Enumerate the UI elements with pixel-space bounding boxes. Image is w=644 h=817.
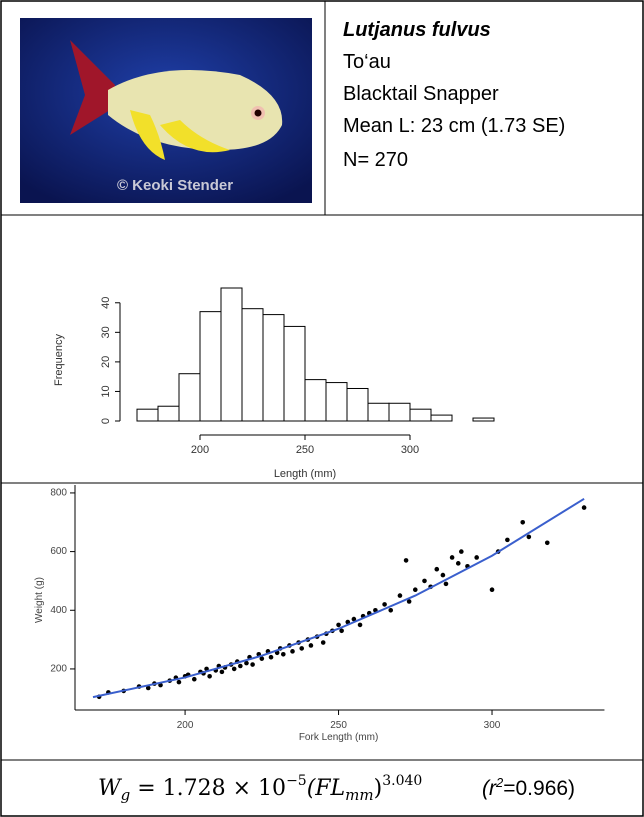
fit-line: [92, 497, 585, 699]
data-point: [145, 685, 151, 691]
photo-credit: © Keoki Stender: [117, 177, 233, 194]
bar: [241, 308, 264, 422]
sample-size: N= 270: [343, 149, 408, 171]
data-point: [336, 622, 341, 628]
data-point: [455, 561, 461, 566]
y-tick-label: 400: [50, 605, 67, 616]
data-point: [406, 599, 412, 604]
data-point: [191, 676, 197, 682]
local-name: To‘au: [343, 51, 391, 73]
formula-part: −5: [286, 773, 307, 789]
species-name: Lutjanus fulvus: [343, 19, 491, 41]
data-point: [474, 555, 479, 560]
bar: [199, 311, 222, 422]
data-point: [290, 649, 295, 654]
x-tick-label: 250: [330, 720, 347, 731]
data-point: [397, 593, 403, 598]
formula-part: W: [98, 776, 123, 801]
y-axis-label: Weight (g): [34, 577, 45, 623]
data-point: [520, 519, 526, 525]
y-tick-label: 600: [50, 546, 67, 557]
formula-part: 3.040: [382, 773, 422, 789]
formula-part: (r: [482, 777, 497, 800]
bar: [304, 379, 327, 422]
data-point: [505, 537, 510, 543]
data-point: [412, 587, 418, 593]
mean-length: Mean L: 23 cm (1.73 SE): [343, 115, 565, 137]
x-tick-label: 300: [484, 720, 501, 731]
y-tick-label: 40: [100, 297, 112, 309]
data-point: [526, 534, 532, 540]
formula-part: = 1.728 × 10: [130, 776, 286, 801]
y-tick-label: 800: [50, 488, 67, 499]
data-point: [459, 549, 464, 554]
data-point: [351, 616, 357, 622]
data-point: [308, 643, 314, 648]
data-point: [250, 662, 255, 667]
data-point: [299, 646, 305, 651]
data-point: [238, 663, 243, 669]
bar: [157, 405, 180, 422]
y-tick-label: 200: [50, 664, 67, 675]
bar: [178, 373, 201, 422]
formula: Wg = 1.728 × 10−5(FLmm)3.040: [98, 773, 422, 804]
y-tick-label: 20: [100, 356, 112, 368]
data-point: [219, 669, 225, 675]
data-point: [440, 572, 446, 578]
data-point: [268, 654, 274, 660]
data-point: [382, 602, 387, 607]
data-point: [207, 673, 212, 679]
common-name: Blacktail Snapper: [343, 83, 499, 105]
y-tick-label: 0: [100, 418, 112, 424]
bar: [346, 387, 369, 422]
x-tick-label: 250: [296, 444, 314, 456]
data-point: [489, 587, 495, 593]
data-point: [443, 581, 449, 587]
formula-part: ): [374, 776, 383, 801]
y-tick-label: 10: [100, 385, 112, 397]
data-point: [449, 555, 455, 560]
bar: [472, 417, 495, 422]
y-tick-label: 30: [100, 326, 112, 338]
bar: [136, 408, 159, 422]
bar: [220, 287, 243, 422]
data-point: [176, 679, 182, 685]
formula-part: mm: [345, 786, 373, 804]
data-point: [581, 505, 587, 510]
data-point: [544, 540, 550, 546]
data-point: [259, 656, 265, 661]
formula-part: =0.966): [503, 777, 575, 800]
bar: [367, 402, 390, 422]
data-point: [434, 566, 440, 572]
fish-photo: © Keoki Stender: [20, 18, 312, 203]
data-point: [281, 651, 286, 657]
bar: [388, 402, 411, 422]
data-point: [345, 619, 351, 625]
x-axis-label: Fork Length (mm): [299, 732, 378, 743]
x-axis-label: Length (mm): [274, 468, 336, 480]
data-point: [388, 607, 394, 613]
bar: [430, 414, 453, 422]
data-point: [231, 666, 237, 672]
data-point: [403, 558, 409, 563]
data-point: [422, 578, 427, 584]
data-point: [339, 628, 344, 634]
bar: [283, 325, 306, 422]
data-point: [357, 622, 363, 628]
y-axis-label: Frequency: [53, 334, 65, 386]
bar: [325, 382, 348, 422]
x-tick-label: 200: [191, 444, 209, 456]
data-point: [320, 640, 326, 645]
bar: [409, 408, 432, 422]
formula-part: g: [121, 786, 131, 804]
x-tick-label: 300: [401, 444, 419, 456]
x-tick-label: 200: [177, 720, 194, 731]
formula-part: 2: [495, 775, 504, 790]
data-point: [244, 660, 249, 666]
r-squared: (r2=0.966): [482, 775, 575, 800]
formula-part: (FL: [307, 776, 345, 801]
bar: [262, 314, 285, 422]
